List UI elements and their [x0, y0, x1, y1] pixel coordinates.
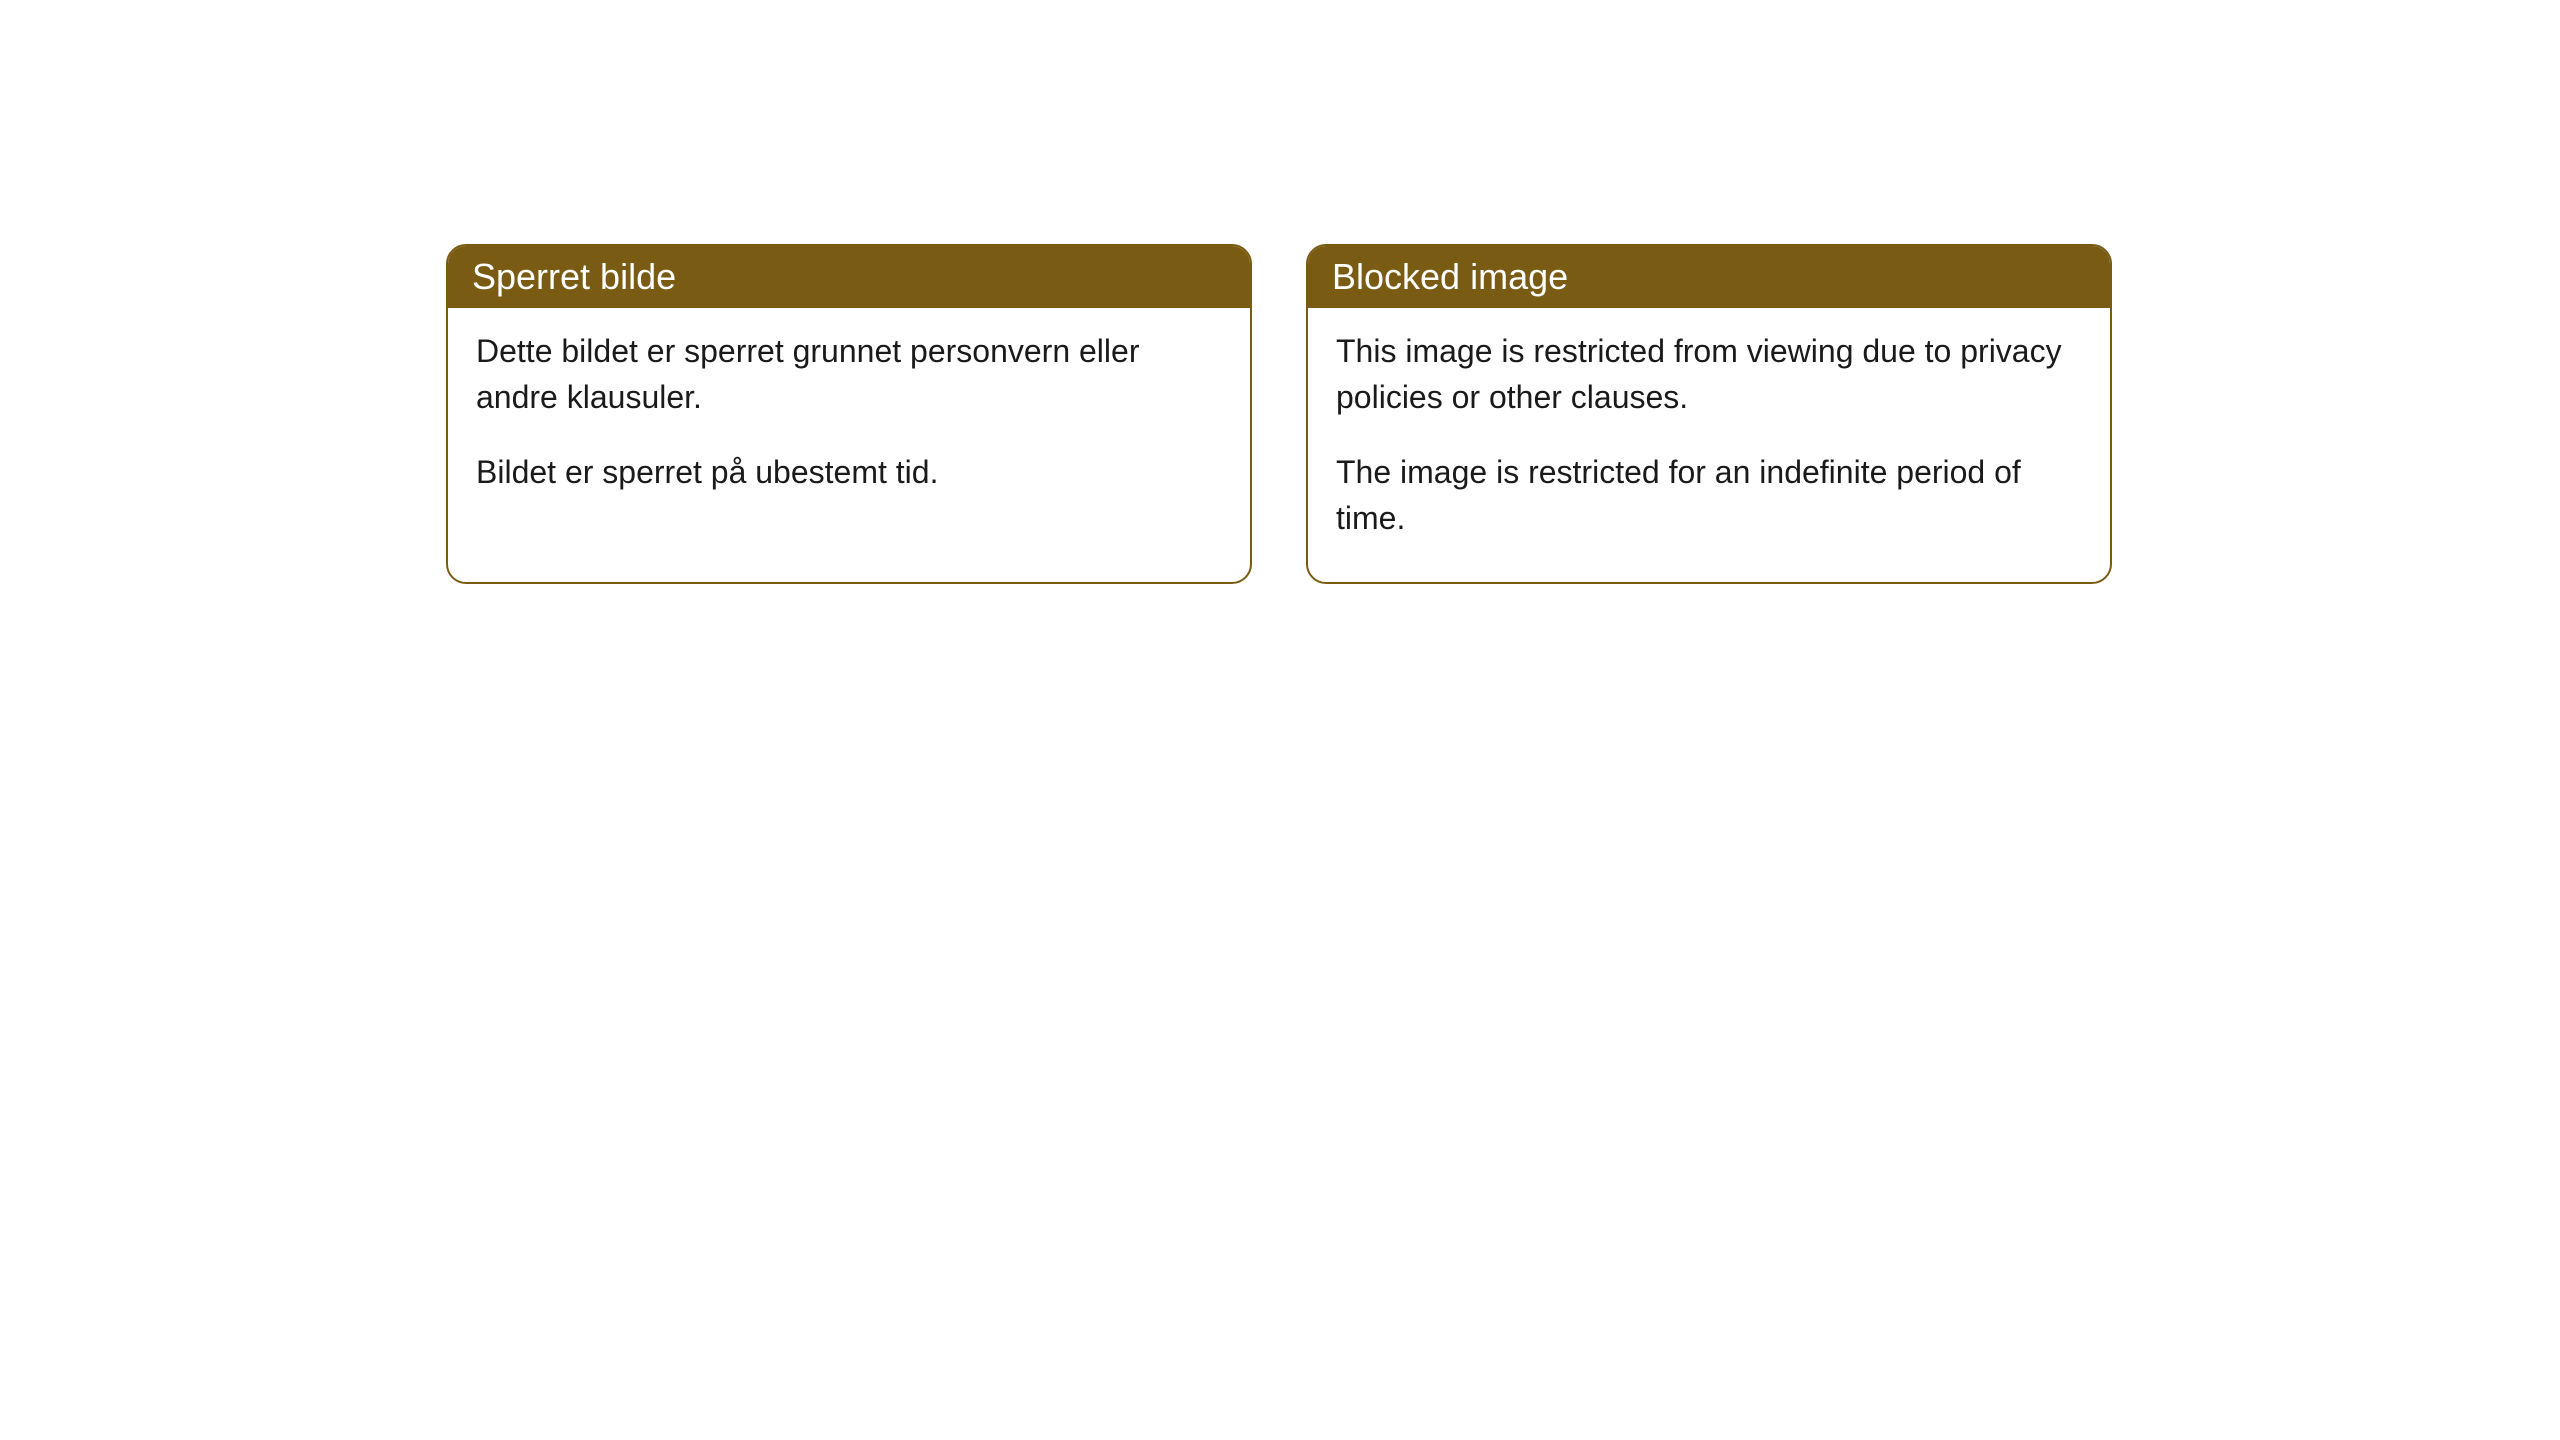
- blocked-image-card-english: Blocked image This image is restricted f…: [1306, 244, 2112, 584]
- card-paragraph: The image is restricted for an indefinit…: [1336, 449, 2082, 542]
- card-paragraph: This image is restricted from viewing du…: [1336, 328, 2082, 421]
- blocked-image-card-norwegian: Sperret bilde Dette bildet er sperret gr…: [446, 244, 1252, 584]
- card-header: Sperret bilde: [448, 246, 1250, 308]
- card-body: Dette bildet er sperret grunnet personve…: [448, 308, 1250, 535]
- card-paragraph: Bildet er sperret på ubestemt tid.: [476, 449, 1222, 495]
- card-paragraph: Dette bildet er sperret grunnet personve…: [476, 328, 1222, 421]
- card-title: Blocked image: [1332, 256, 1568, 297]
- notification-cards-container: Sperret bilde Dette bildet er sperret gr…: [446, 244, 2112, 584]
- card-title: Sperret bilde: [472, 256, 676, 297]
- card-header: Blocked image: [1308, 246, 2110, 308]
- card-body: This image is restricted from viewing du…: [1308, 308, 2110, 582]
